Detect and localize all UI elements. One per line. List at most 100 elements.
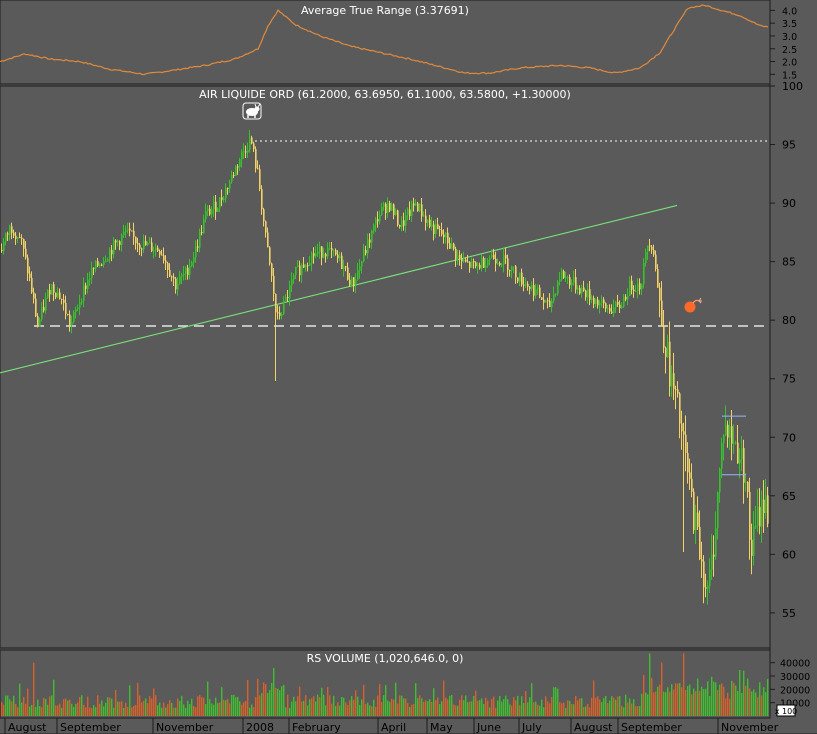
candle — [455, 246, 457, 267]
volume-bar — [507, 699, 509, 716]
volume-bar — [287, 694, 289, 716]
volume-bar — [569, 700, 571, 716]
volume-bar — [131, 707, 133, 716]
x-tick-label: August — [8, 721, 47, 734]
candle — [767, 486, 769, 528]
volume-bar — [713, 681, 715, 716]
candle — [331, 241, 333, 259]
candle — [695, 504, 697, 545]
candle — [473, 258, 475, 269]
volume-bar — [583, 707, 585, 716]
volume-bar — [321, 687, 323, 716]
volume-bar — [627, 702, 629, 716]
candle — [661, 281, 663, 327]
volume-unit-badge: x 100 — [775, 704, 798, 717]
candle — [357, 262, 359, 281]
volume-bar — [317, 694, 319, 716]
volume-bar — [751, 691, 753, 716]
candle — [389, 200, 391, 213]
candle — [207, 205, 209, 217]
volume-bar — [75, 703, 77, 716]
volume-bar — [477, 700, 479, 716]
candle — [237, 164, 239, 175]
candle — [567, 275, 569, 284]
volume-bar — [313, 696, 315, 716]
candle — [683, 422, 685, 552]
volume-bar — [185, 707, 187, 716]
candle — [729, 418, 731, 451]
atr-title: Average True Range (3.37691) — [301, 4, 469, 17]
volume-bar — [285, 707, 287, 716]
candle — [449, 237, 451, 249]
bull-icon — [242, 102, 262, 120]
volume-bar — [189, 703, 191, 716]
candle — [549, 293, 551, 308]
candle — [575, 268, 577, 294]
candle — [161, 249, 163, 256]
candle — [547, 297, 549, 309]
volume-bar — [119, 701, 121, 716]
volume-bar — [663, 691, 665, 716]
candle — [355, 273, 357, 293]
candle — [235, 165, 237, 177]
candle — [109, 247, 111, 264]
candle — [609, 304, 611, 314]
y-tick-label: 80 — [782, 314, 796, 327]
volume-bar — [319, 697, 321, 716]
volume-bar — [215, 697, 217, 716]
candle — [437, 217, 439, 230]
volume-bar — [65, 698, 67, 716]
volume-bar — [579, 698, 581, 716]
candle — [175, 276, 177, 294]
candle — [559, 271, 561, 286]
candle — [631, 275, 633, 295]
x-tick-label: August — [574, 721, 613, 734]
volume-bar — [643, 674, 645, 716]
candle — [483, 256, 485, 269]
candle — [93, 267, 95, 276]
candle — [115, 239, 117, 250]
volume-bar — [527, 702, 529, 716]
y-tick-label: 85 — [782, 256, 796, 269]
candle — [387, 197, 389, 218]
volume-bar — [497, 700, 499, 716]
volume-bar — [259, 695, 261, 716]
volume-bar — [441, 701, 443, 716]
volume-bar — [223, 699, 225, 716]
candle — [671, 365, 673, 397]
candle — [225, 183, 227, 203]
candle — [211, 206, 213, 219]
volume-bar — [275, 687, 277, 716]
volume-bar — [357, 696, 359, 716]
volume-bar — [87, 696, 89, 716]
candle — [501, 262, 503, 268]
volume-bar — [707, 681, 709, 716]
volume-unit-label: x 100 — [775, 707, 798, 716]
volume-bar — [227, 698, 229, 716]
atr-series-line — [0, 4, 769, 76]
volume-bar — [335, 706, 337, 716]
volume-bar — [365, 703, 367, 716]
volume-bar — [433, 688, 435, 716]
volume-bar — [585, 706, 587, 716]
volume-bar — [705, 688, 707, 716]
candle — [285, 294, 287, 301]
y-tick-label: 3.5 — [782, 19, 797, 30]
y-tick-label: 70 — [782, 431, 796, 444]
volume-bar — [453, 704, 455, 716]
volume-bar — [529, 697, 531, 716]
volume-bar — [611, 696, 613, 716]
volume-bar — [619, 696, 621, 716]
volume-bar — [123, 707, 125, 716]
volume-bar — [659, 684, 661, 716]
candle — [265, 220, 267, 238]
candle — [711, 534, 713, 580]
candle — [151, 237, 153, 253]
candle — [369, 233, 371, 248]
volume-bar — [679, 683, 681, 716]
volume-bar — [77, 702, 79, 716]
candle — [509, 269, 511, 277]
candle — [39, 317, 41, 327]
volume-bar — [231, 695, 233, 716]
candle — [515, 264, 517, 284]
